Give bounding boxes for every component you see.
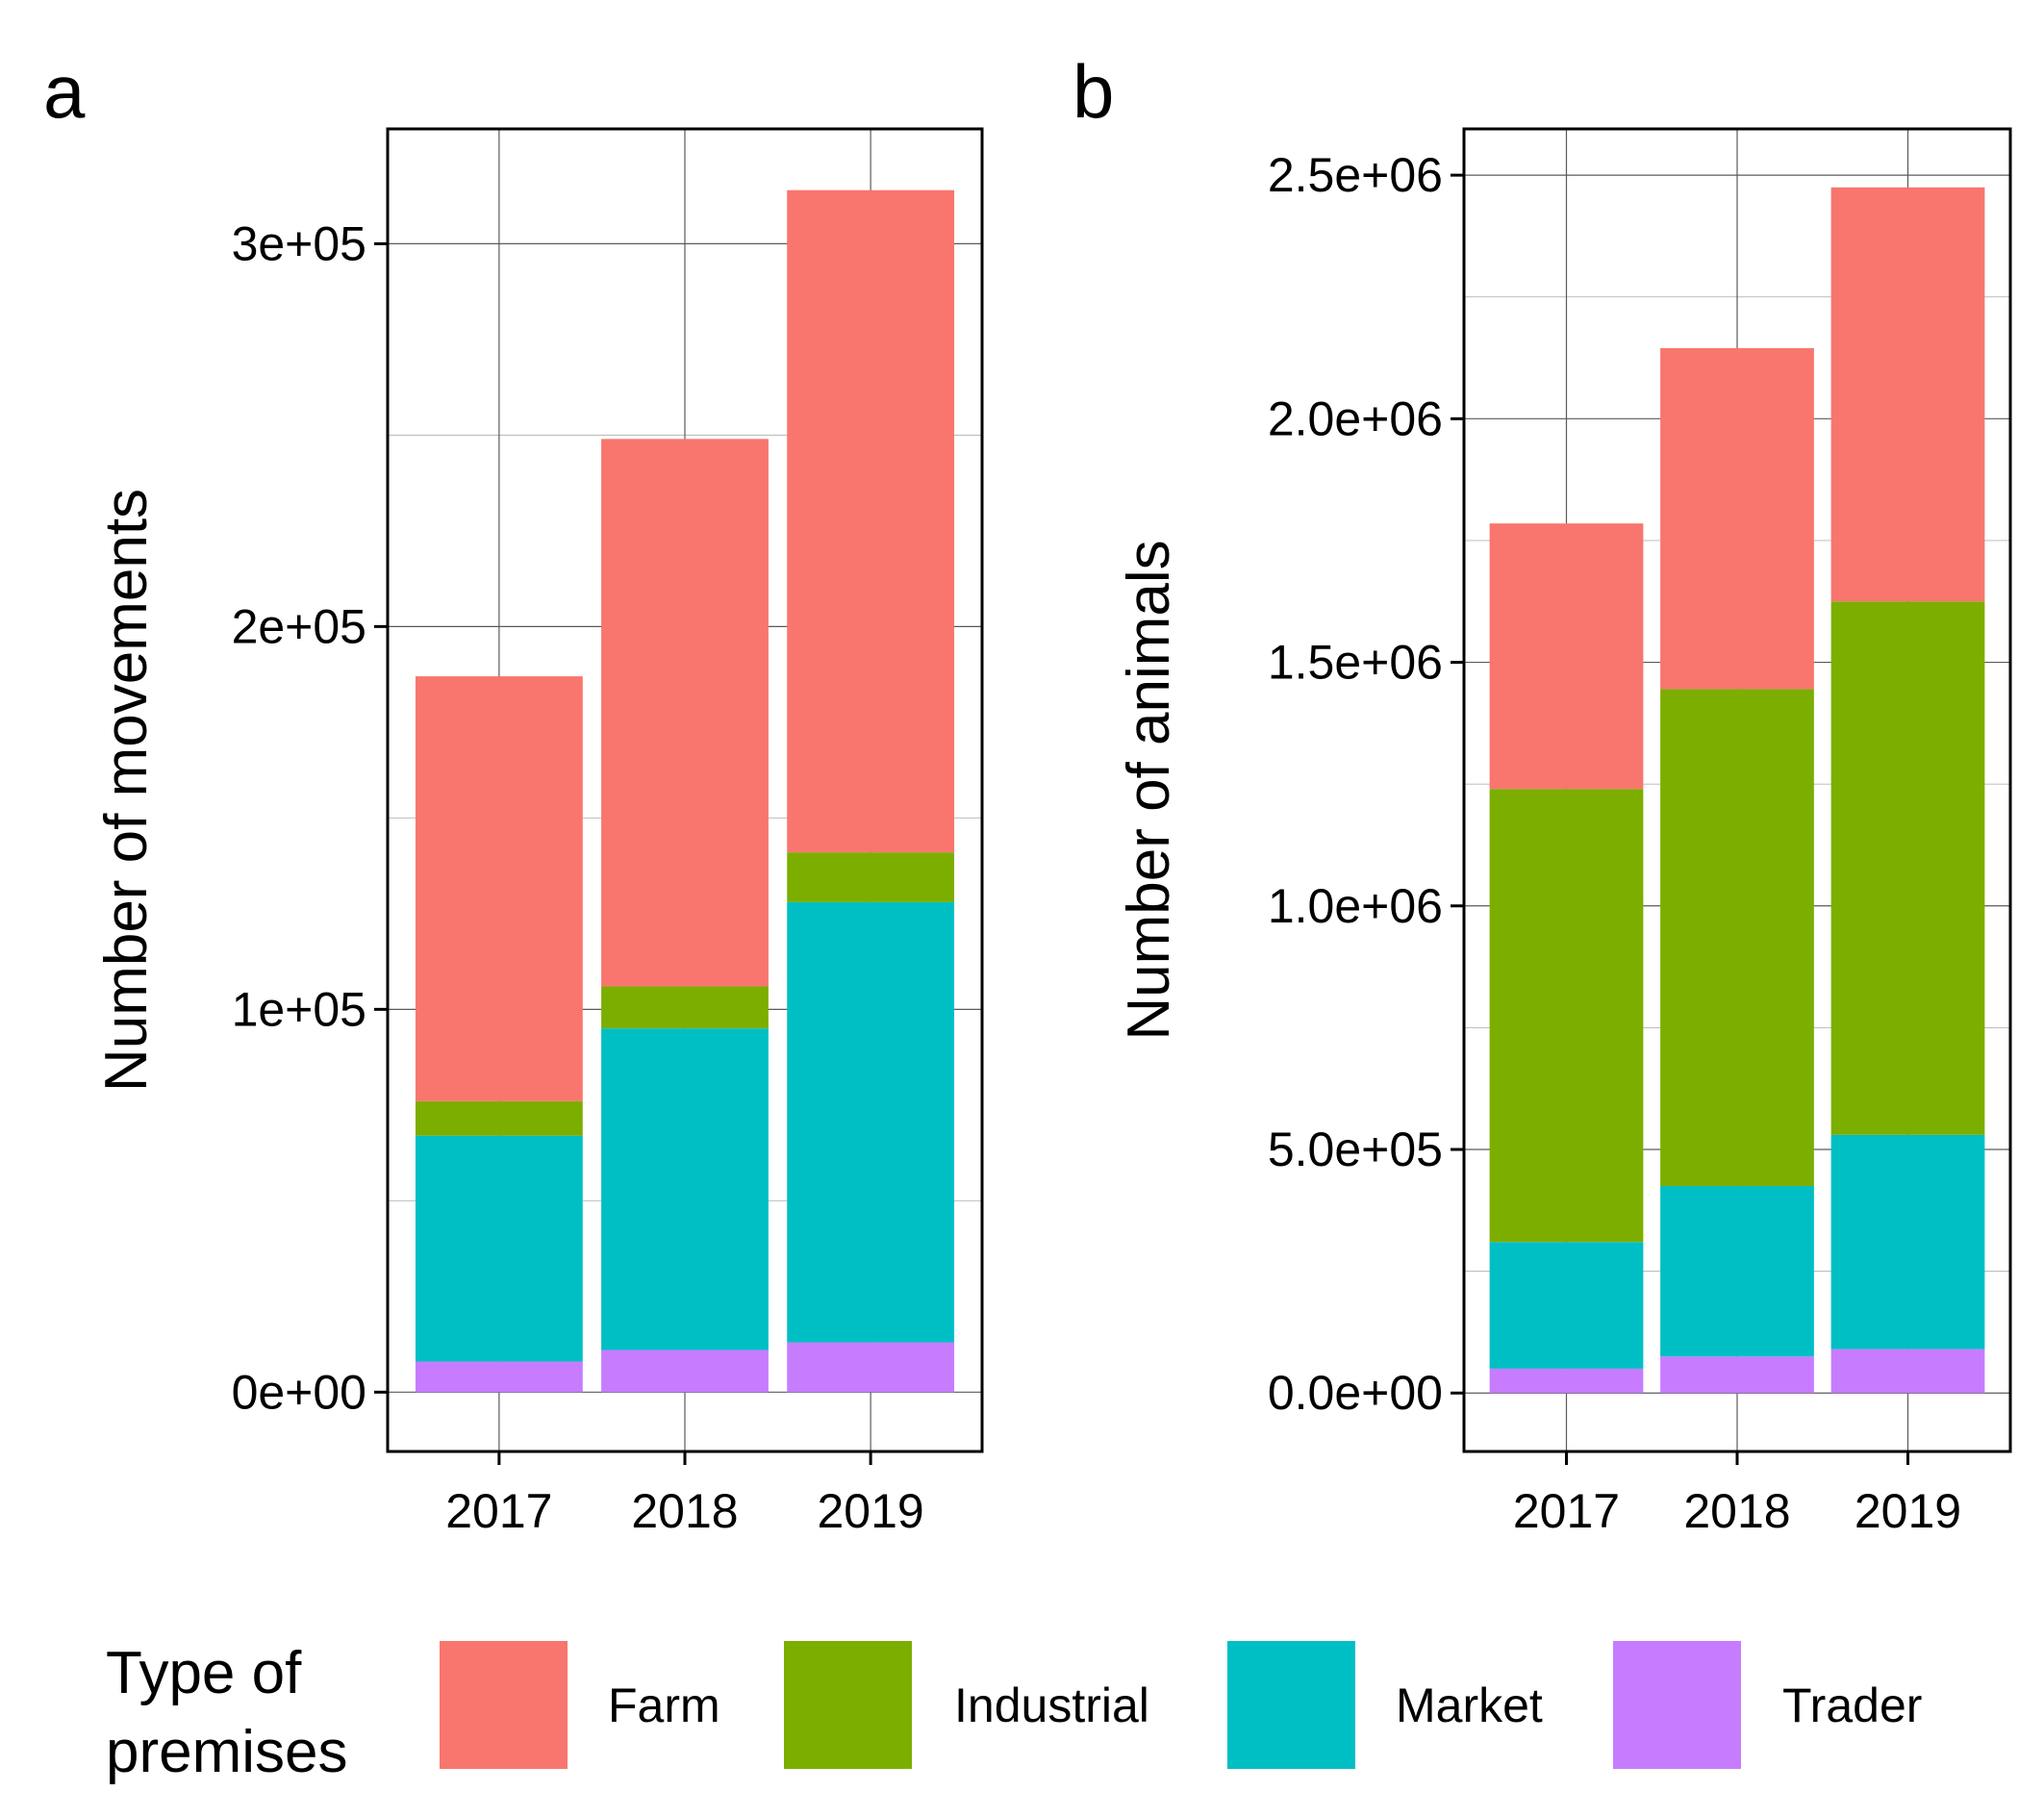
panel-b-x-tick-label: 2019: [1855, 1484, 1961, 1538]
panel-b-bar-farm-2019: [1830, 187, 1985, 602]
panel-b-bar-farm-2017: [1489, 523, 1644, 790]
panel-a-chart: a 0e+00 1e+05 2e+05 3e+05 2017 2018 2019 Number …: [43, 49, 984, 1538]
panel-a-y-tick-label: 2e+05: [232, 599, 366, 653]
panel-b-y-axis-title: Number of animals: [1116, 540, 1182, 1040]
panel-a-bar-trader-2017: [415, 1361, 583, 1393]
panel-b-bar-industrial-2017: [1489, 789, 1644, 1243]
panel-b-bar-market-2017: [1489, 1242, 1644, 1369]
legend: Type of premises Farm Industrial Market …: [106, 1640, 1922, 1785]
panel-b-y-tick-label: 0.0e+00: [1268, 1366, 1443, 1420]
legend-label-farm: Farm: [608, 1678, 720, 1732]
panel-b-y-tick-label: 5.0e+05: [1268, 1123, 1443, 1176]
legend-label-market: Market: [1396, 1678, 1543, 1732]
panel-b-x-tick-label: 2017: [1513, 1484, 1620, 1538]
legend-key-industrial: [784, 1641, 912, 1769]
panel-a-bar-market-2017: [415, 1135, 583, 1362]
panel-b-bar-industrial-2018: [1660, 689, 1814, 1186]
panel-b-x-tick-label: 2018: [1683, 1484, 1790, 1538]
panel-a-x-tick-label: 2018: [631, 1484, 738, 1538]
panel-b-letter: b: [1072, 49, 1114, 134]
panel-a-bar-trader-2019: [787, 1342, 955, 1393]
panel-a-bar-market-2019: [787, 901, 955, 1343]
legend-key-market: [1227, 1641, 1355, 1769]
panel-a-y-tick-label: 1e+05: [232, 982, 366, 1036]
legend-key-trader: [1613, 1641, 1741, 1769]
legend-label-industrial: Industrial: [954, 1678, 1149, 1732]
panel-a-bar-farm-2018: [601, 439, 769, 987]
panel-a-y-tick-label: 0e+00: [232, 1365, 366, 1419]
panel-a-bar-industrial-2018: [601, 986, 769, 1029]
panel-a-bar-farm-2017: [415, 676, 583, 1101]
panel-b-chart: b 0.0e+00 5.0e+05 1.0e+06 1.5e+06 2.0e+06 2.5e…: [1072, 49, 2012, 1538]
panel-a-x-tick-label: 2017: [445, 1484, 552, 1538]
panel-b-bar-trader-2018: [1660, 1356, 1814, 1394]
panel-a-letter: a: [43, 49, 86, 134]
panel-b-bar-farm-2018: [1660, 347, 1814, 690]
legend-key-farm: [440, 1641, 568, 1769]
panel-b-bar-trader-2017: [1489, 1368, 1644, 1394]
panel-a-x-tick-label: 2019: [818, 1484, 924, 1538]
panel-a-bar-trader-2018: [601, 1350, 769, 1393]
panel-b-bar-market-2019: [1830, 1134, 1985, 1350]
legend-title-line1: Type of: [106, 1640, 302, 1706]
panel-a-y-axis-title: Number of movements: [93, 489, 160, 1092]
panel-b-bar-trader-2019: [1830, 1349, 1985, 1394]
panel-b-y-tick-label: 1.5e+06: [1268, 636, 1443, 690]
legend-title-line2: premises: [106, 1719, 348, 1785]
panel-b-y-tick-label: 2.5e+06: [1268, 148, 1443, 202]
panel-b-y-tick-label: 2.0e+06: [1268, 391, 1443, 445]
panel-a-bar-farm-2019: [787, 189, 955, 853]
panel-b-bar-industrial-2019: [1830, 601, 1985, 1135]
panel-a-bar-industrial-2019: [787, 852, 955, 902]
panel-b-bar-market-2018: [1660, 1185, 1814, 1357]
legend-label-trader: Trader: [1782, 1678, 1922, 1732]
panel-a-bar-industrial-2017: [415, 1100, 583, 1136]
panel-a-y-tick-label: 3e+05: [232, 216, 366, 270]
panel-b-y-tick-label: 1.0e+06: [1268, 879, 1443, 933]
panel-a-bar-market-2018: [601, 1028, 769, 1350]
